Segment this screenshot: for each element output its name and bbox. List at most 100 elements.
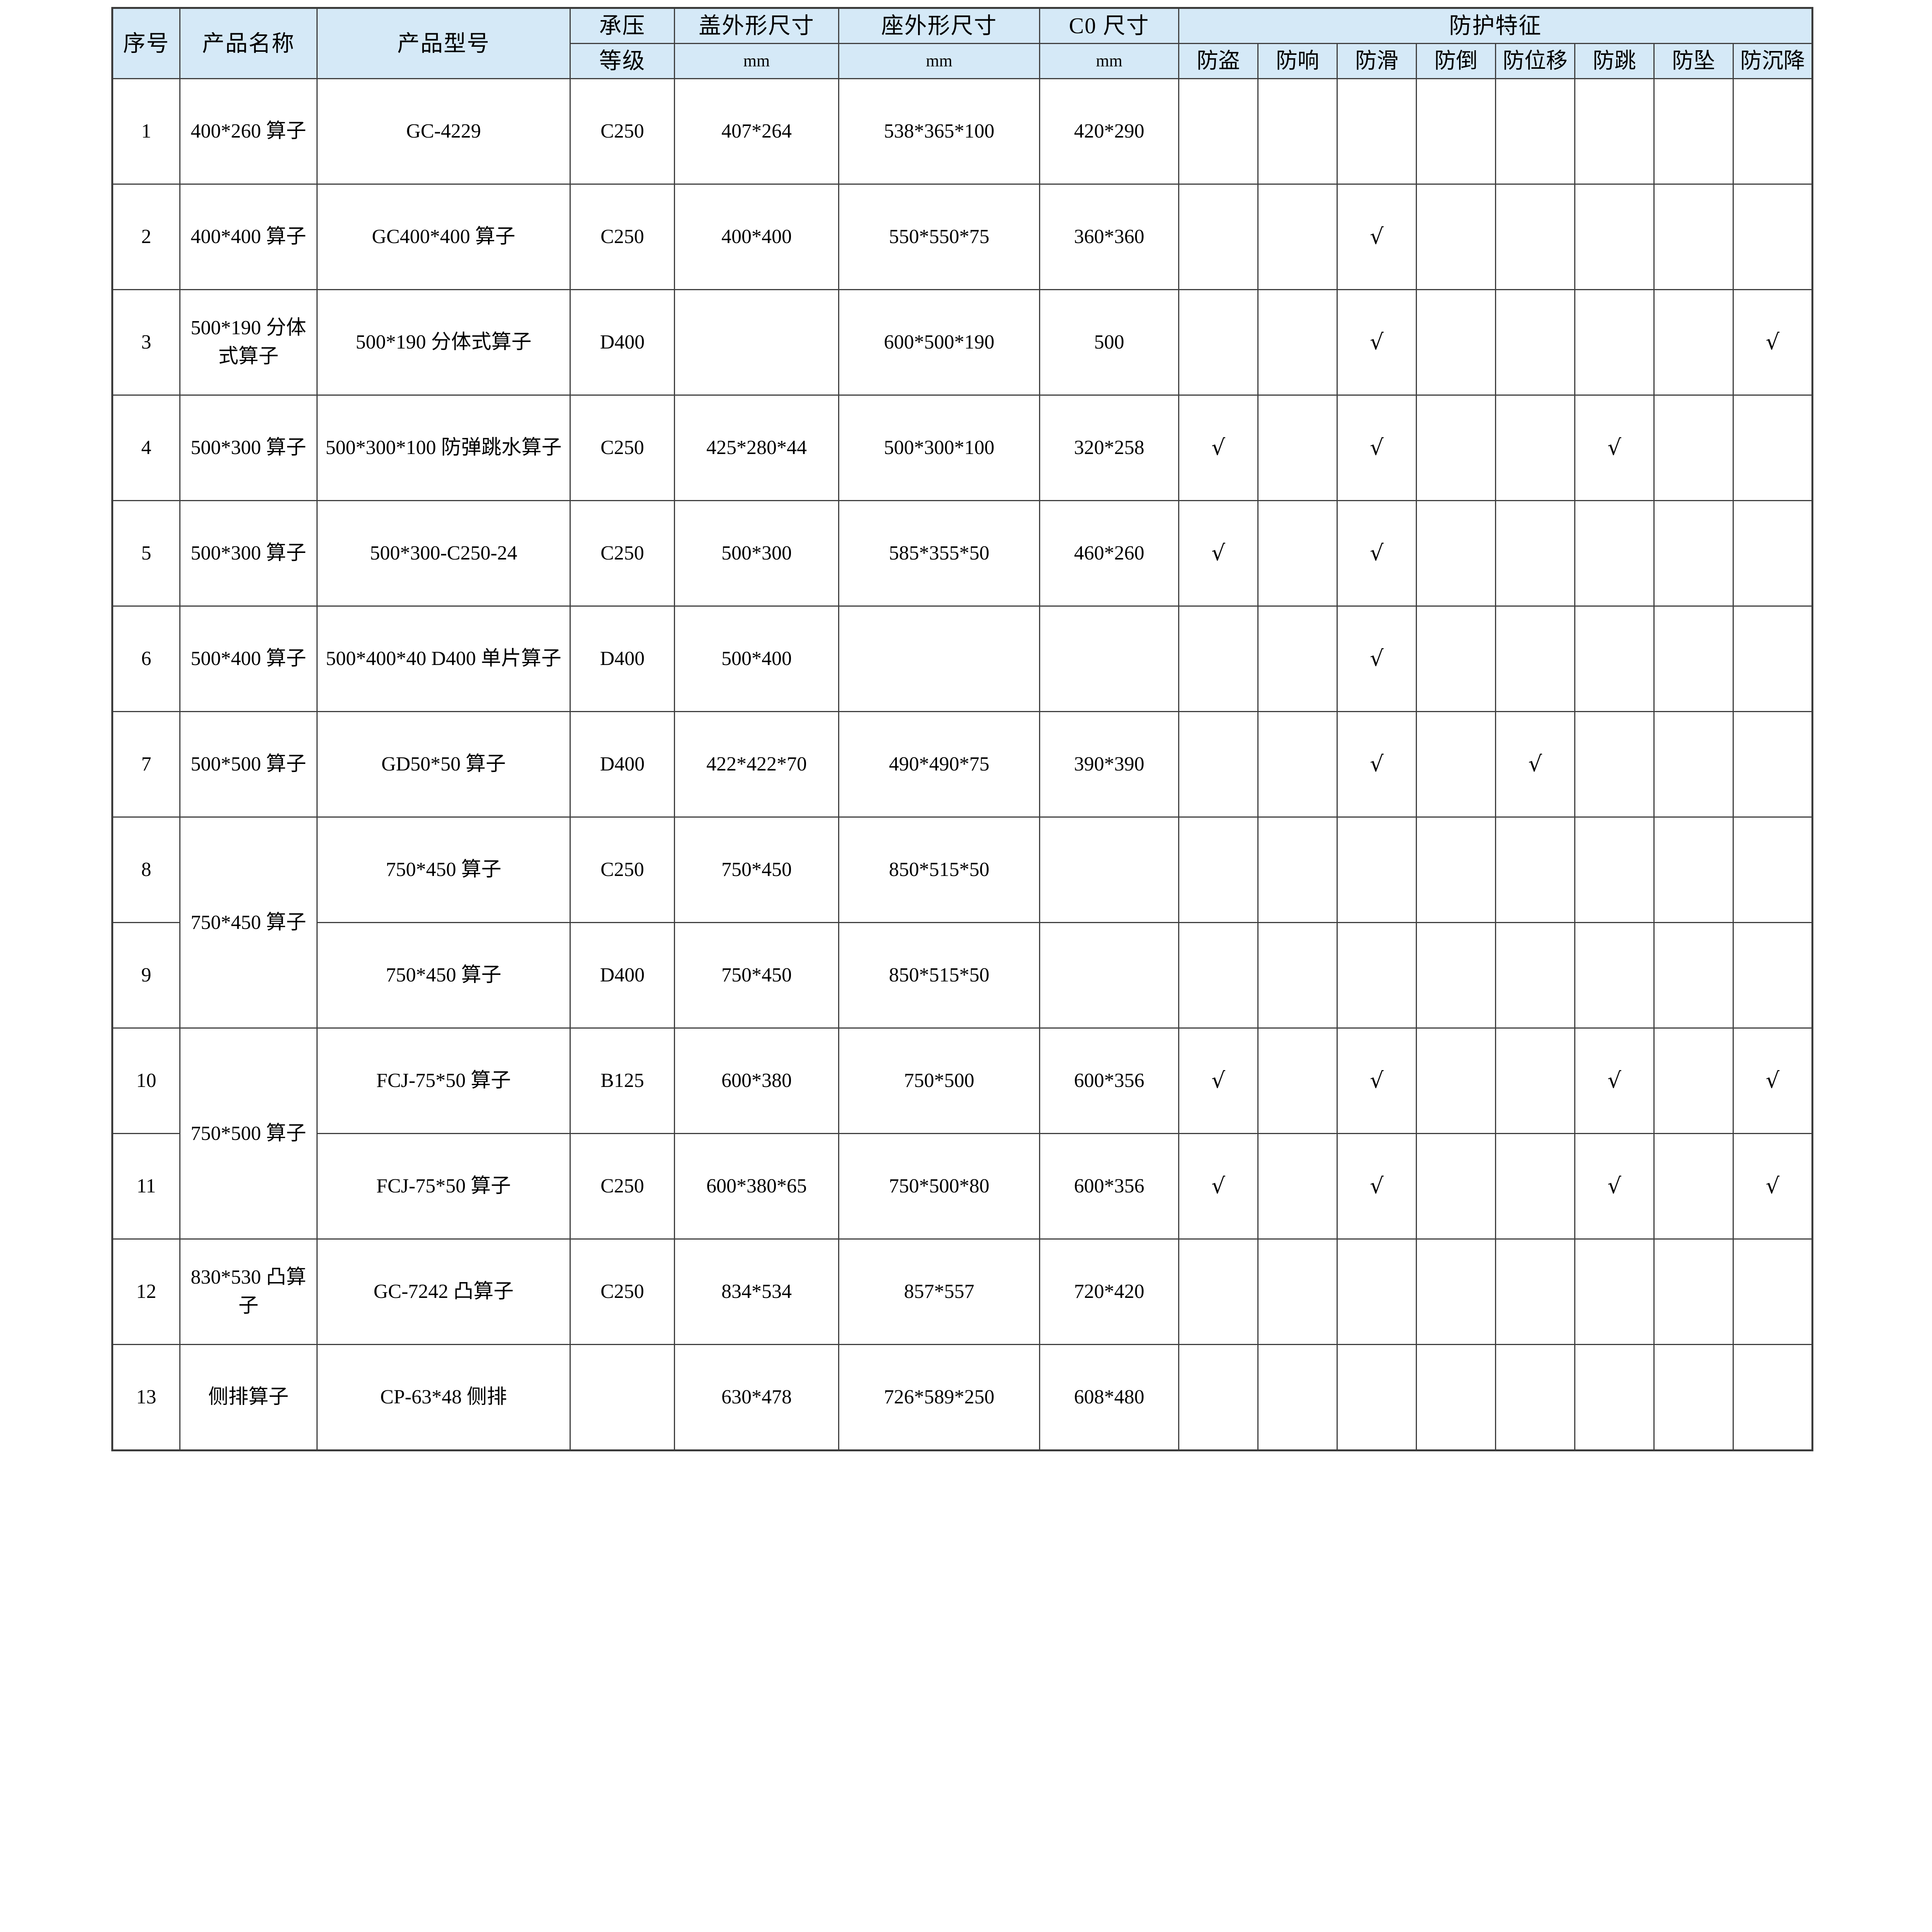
row-feature-anti-fall bbox=[1653, 184, 1734, 291]
row-pressure-grade: D400 bbox=[570, 289, 675, 396]
row-feature-anti-slip: √ bbox=[1337, 711, 1417, 818]
row-feature-anti-theft: √ bbox=[1178, 395, 1259, 502]
row-feature-anti-displacement: √ bbox=[1495, 711, 1575, 818]
row-lid-dimension: 750*450 bbox=[674, 816, 839, 923]
row-feature-anti-noise bbox=[1257, 816, 1338, 923]
row-lid-dimension: 600*380*65 bbox=[674, 1133, 839, 1240]
row-feature-anti-slip: √ bbox=[1337, 1133, 1417, 1240]
row-feature-anti-settlement bbox=[1732, 184, 1813, 291]
row-product-name: 750*500 算子 bbox=[179, 1027, 318, 1240]
row-feature-anti-settlement bbox=[1732, 78, 1813, 185]
row-product-model: 500*300*100 防弹跳水算子 bbox=[316, 395, 571, 502]
row-feature-anti-theft bbox=[1178, 816, 1259, 923]
header-lid-dimension: 盖外形尺寸 bbox=[674, 7, 839, 44]
row-index: 3 bbox=[112, 289, 180, 396]
row-feature-anti-slip bbox=[1337, 816, 1417, 923]
row-feature-anti-settlement bbox=[1732, 395, 1813, 502]
row-feature-anti-noise bbox=[1257, 78, 1338, 185]
row-seat-dimension: 750*500 bbox=[838, 1027, 1040, 1134]
row-product-model: GD50*50 算子 bbox=[316, 711, 571, 818]
row-pressure-grade: C250 bbox=[570, 500, 675, 607]
header-seat-unit: mm bbox=[838, 43, 1040, 80]
row-co-dimension: 390*390 bbox=[1039, 711, 1179, 818]
row-feature-anti-theft: √ bbox=[1178, 500, 1259, 607]
row-feature-anti-slip bbox=[1337, 78, 1417, 185]
row-feature-anti-theft bbox=[1178, 78, 1259, 185]
row-feature-anti-slip bbox=[1337, 922, 1417, 1029]
row-feature-anti-jump bbox=[1574, 289, 1655, 396]
header-lid-unit: mm bbox=[674, 43, 839, 80]
header-product-model: 产品型号 bbox=[316, 7, 571, 80]
row-product-model: GC-7242 凸算子 bbox=[316, 1238, 571, 1345]
row-feature-anti-settlement: √ bbox=[1732, 1133, 1813, 1240]
table-row: 7 500*500 算子 GD50*50 算子 D400 422*422*70 490*4… bbox=[112, 711, 1813, 818]
row-pressure-grade: C250 bbox=[570, 395, 675, 502]
row-product-name: 侧排算子 bbox=[179, 1344, 318, 1451]
row-feature-anti-noise bbox=[1257, 922, 1338, 1029]
row-seat-dimension: 585*355*50 bbox=[838, 500, 1040, 607]
row-index: 9 bbox=[112, 922, 180, 1029]
row-feature-anti-fall bbox=[1653, 395, 1734, 502]
table-row: 1 400*260 算子 GC-4229 C250 407*264 538*365*100… bbox=[112, 78, 1813, 185]
header-co-unit: mm bbox=[1039, 43, 1179, 80]
row-product-name: 400*260 算子 bbox=[179, 78, 318, 185]
row-index: 6 bbox=[112, 605, 180, 713]
row-index: 13 bbox=[112, 1344, 180, 1451]
row-feature-anti-settlement bbox=[1732, 605, 1813, 713]
row-co-dimension bbox=[1039, 605, 1179, 713]
header-pressure-unit: 等级 bbox=[570, 43, 675, 80]
header-product-name: 产品名称 bbox=[179, 7, 318, 80]
row-product-model: FCJ-75*50 算子 bbox=[316, 1133, 571, 1240]
row-feature-anti-jump bbox=[1574, 1238, 1655, 1345]
row-lid-dimension: 422*422*70 bbox=[674, 711, 839, 818]
row-feature-anti-tip bbox=[1416, 395, 1496, 502]
row-pressure-grade: C250 bbox=[570, 78, 675, 185]
row-feature-anti-theft bbox=[1178, 922, 1259, 1029]
row-feature-anti-tip bbox=[1416, 1238, 1496, 1345]
row-index: 4 bbox=[112, 395, 180, 502]
row-lid-dimension: 750*450 bbox=[674, 922, 839, 1029]
row-seat-dimension: 538*365*100 bbox=[838, 78, 1040, 185]
row-seat-dimension: 857*557 bbox=[838, 1238, 1040, 1345]
row-lid-dimension: 425*280*44 bbox=[674, 395, 839, 502]
row-feature-anti-tip bbox=[1416, 289, 1496, 396]
row-index: 7 bbox=[112, 711, 180, 818]
row-feature-anti-fall bbox=[1653, 1133, 1734, 1240]
row-pressure-grade: C250 bbox=[570, 816, 675, 923]
row-feature-anti-noise bbox=[1257, 184, 1338, 291]
header-protection-group: 防护特征 bbox=[1178, 7, 1813, 44]
row-lid-dimension: 400*400 bbox=[674, 184, 839, 291]
header-feature-anti-tip: 防倒 bbox=[1416, 43, 1496, 80]
row-feature-anti-tip bbox=[1416, 1133, 1496, 1240]
row-feature-anti-theft bbox=[1178, 184, 1259, 291]
row-product-model: 750*450 算子 bbox=[316, 816, 571, 923]
row-seat-dimension: 850*515*50 bbox=[838, 922, 1040, 1029]
row-index: 8 bbox=[112, 816, 180, 923]
row-feature-anti-theft bbox=[1178, 1344, 1259, 1451]
row-seat-dimension bbox=[838, 605, 1040, 713]
row-feature-anti-displacement bbox=[1495, 395, 1575, 502]
row-feature-anti-noise bbox=[1257, 605, 1338, 713]
row-feature-anti-settlement: √ bbox=[1732, 1027, 1813, 1134]
row-feature-anti-fall bbox=[1653, 922, 1734, 1029]
row-feature-anti-fall bbox=[1653, 1027, 1734, 1134]
row-feature-anti-slip: √ bbox=[1337, 500, 1417, 607]
row-feature-anti-fall bbox=[1653, 1238, 1734, 1345]
table-row: 5 500*300 算子 500*300-C250-24 C250 500*300 585… bbox=[112, 500, 1813, 607]
row-feature-anti-fall bbox=[1653, 816, 1734, 923]
row-feature-anti-displacement bbox=[1495, 78, 1575, 185]
row-product-name: 500*190 分体式算子 bbox=[179, 289, 318, 396]
row-pressure-grade: D400 bbox=[570, 922, 675, 1029]
row-feature-anti-noise bbox=[1257, 289, 1338, 396]
row-feature-anti-jump bbox=[1574, 500, 1655, 607]
row-lid-dimension: 500*400 bbox=[674, 605, 839, 713]
row-co-dimension: 600*356 bbox=[1039, 1027, 1179, 1134]
table-row: 10 750*500 算子 FCJ-75*50 算子 B125 600*380 750*5… bbox=[112, 1027, 1813, 1240]
header-feature-anti-jump: 防跳 bbox=[1574, 43, 1655, 80]
row-feature-anti-fall bbox=[1653, 1344, 1734, 1451]
row-feature-anti-fall bbox=[1653, 711, 1734, 818]
row-seat-dimension: 550*550*75 bbox=[838, 184, 1040, 291]
row-index: 12 bbox=[112, 1238, 180, 1345]
row-feature-anti-noise bbox=[1257, 711, 1338, 818]
